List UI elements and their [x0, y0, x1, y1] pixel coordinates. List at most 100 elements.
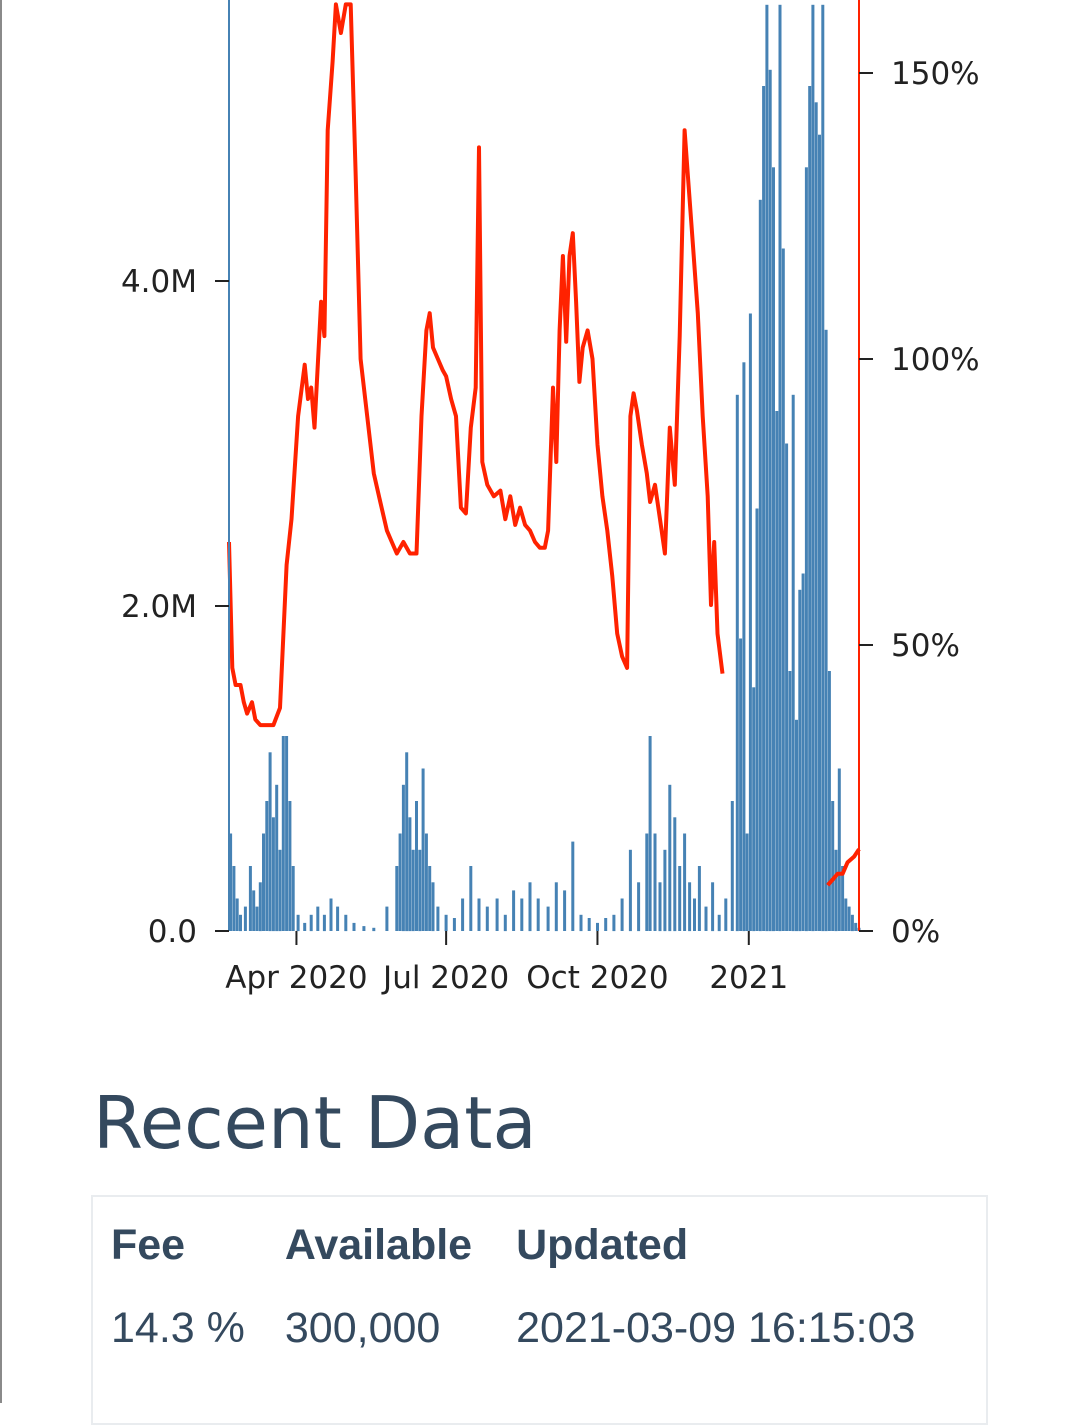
- available-bar: [258, 882, 262, 932]
- available-bar: [717, 914, 721, 932]
- available-bar: [752, 687, 756, 932]
- available-bar: [704, 906, 708, 931]
- available-bar: [788, 671, 792, 931]
- available-bar: [834, 849, 838, 932]
- fee-cell: 14.3 %: [111, 1304, 245, 1352]
- available-bar: [546, 906, 550, 931]
- available-bar: [811, 4, 815, 932]
- available-bar: [415, 801, 418, 931]
- available-bar: [520, 898, 524, 931]
- available-bar: [239, 914, 242, 932]
- available-bar: [536, 898, 540, 931]
- updated-column-header: Updated: [516, 1221, 689, 1269]
- right-tick-label: 150%: [891, 56, 980, 92]
- available-bar: [775, 411, 779, 931]
- available-bar: [436, 906, 440, 931]
- available-bar: [678, 866, 682, 931]
- available-bar: [385, 906, 389, 931]
- available-bar: [758, 199, 762, 932]
- available-bar: [405, 752, 409, 932]
- available-bar: [316, 906, 320, 931]
- available-bar: [421, 768, 425, 931]
- available-bar: [587, 918, 591, 931]
- available-bar: [847, 906, 851, 931]
- available-bar: [285, 736, 289, 931]
- available-bar: [808, 86, 812, 931]
- available-bar: [554, 882, 558, 932]
- available-bar: [344, 914, 348, 932]
- available-bar: [275, 784, 279, 932]
- available-bar: [563, 890, 567, 931]
- fee-column-header: Fee: [111, 1221, 186, 1269]
- available-bar: [503, 914, 507, 932]
- available-bar: [827, 671, 831, 931]
- fee-availability-chart: 0.0 2.0M 4.0M 0% 50% 100% 150% Apr 2020 Jul 20…: [121, 0, 980, 996]
- available-bar: [814, 102, 818, 932]
- table-row: 14.3 % 300,000 2021-03-09 16:15:03: [111, 1304, 959, 1353]
- x-tick-label: Oct 2020: [526, 960, 668, 996]
- right-axis-ticks: 0% 50% 100% 150%: [859, 56, 980, 950]
- available-bar: [408, 817, 412, 932]
- available-bar: [837, 768, 841, 931]
- available-bar: [235, 898, 239, 931]
- available-bar: [243, 906, 247, 931]
- available-bar: [428, 866, 432, 931]
- available-bar: [362, 926, 366, 931]
- available-bar: [495, 898, 499, 931]
- left-tick-label: 0.0: [148, 914, 197, 950]
- available-bar: [322, 914, 326, 932]
- available-bar: [431, 882, 435, 932]
- available-bar: [781, 248, 785, 931]
- available-bar: [303, 922, 307, 931]
- available-bar: [579, 914, 583, 932]
- available-bar: [604, 918, 608, 931]
- available-bar: [778, 4, 782, 932]
- available-bar: [395, 866, 399, 931]
- available-bar: [352, 922, 356, 931]
- available-bar: [612, 914, 616, 932]
- left-tick-label: 2.0M: [121, 589, 197, 625]
- available-bar: [798, 589, 802, 932]
- available-bar: [735, 394, 739, 932]
- available-bar: [730, 801, 734, 931]
- x-tick-label: Jul 2020: [381, 960, 509, 996]
- available-bar: [265, 801, 269, 931]
- available-column-header: Available: [284, 1221, 473, 1269]
- available-bar: [844, 898, 848, 931]
- fee-line-series: [227, 2, 861, 887]
- x-tick-label: Apr 2020: [225, 960, 367, 996]
- available-bar: [452, 918, 456, 931]
- left-axis-ticks: 0.0 2.0M 4.0M: [121, 264, 229, 950]
- available-bar: [854, 922, 858, 931]
- available-bar: [673, 817, 677, 932]
- available-bar: [336, 906, 340, 931]
- available-bar: [724, 898, 728, 931]
- recent-data-table: Fee Available Updated 14.3 % 300,000 202…: [111, 1221, 959, 1353]
- available-cell: 300,000: [284, 1304, 441, 1352]
- available-bar: [461, 898, 465, 931]
- available-bar: [821, 4, 825, 932]
- available-bar: [329, 898, 333, 931]
- available-bar: [477, 898, 481, 931]
- available-bar: [762, 86, 766, 931]
- available-bar: [620, 898, 624, 931]
- available-bar: [271, 817, 275, 932]
- available-bar: [248, 866, 252, 931]
- recent-data-table-container: Fee Available Updated 14.3 % 300,000 202…: [91, 1195, 988, 1425]
- available-bar: [818, 134, 821, 931]
- available-bar: [772, 167, 775, 932]
- available-bar: [755, 508, 759, 931]
- available-bar: [850, 914, 854, 932]
- available-bar: [268, 752, 272, 932]
- available-bar: [512, 890, 516, 931]
- available-bar: [281, 736, 285, 931]
- x-axis-ticks: Apr 2020 Jul 2020 Oct 2020 2021: [225, 931, 788, 996]
- available-bar: [255, 906, 259, 931]
- fee-line-segment-2: [826, 848, 861, 887]
- available-bar-series: [229, 4, 861, 932]
- available-bar: [232, 866, 236, 931]
- available-bar: [288, 801, 292, 931]
- right-tick-label: 100%: [891, 342, 980, 378]
- available-bar: [765, 4, 769, 932]
- available-bar: [841, 866, 845, 931]
